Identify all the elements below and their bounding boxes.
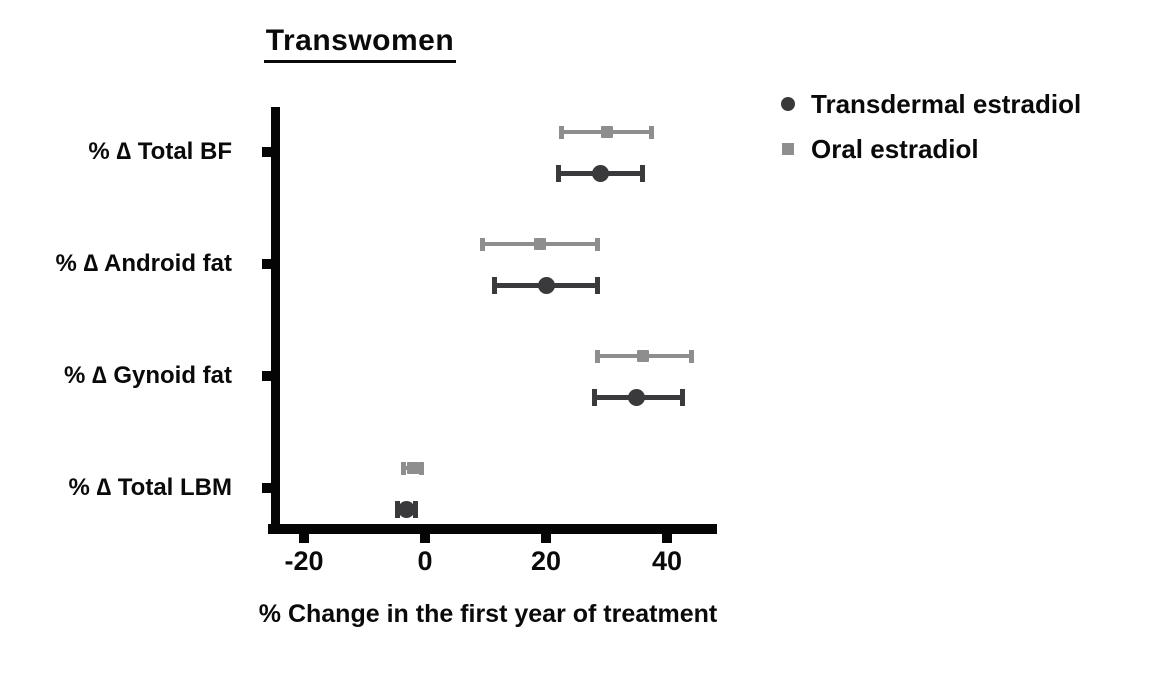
error-bar-cap [555, 164, 561, 182]
x-tick-label: 20 [530, 546, 562, 576]
y-tick [262, 483, 272, 493]
chart-title-text: Transwomen [263, 24, 457, 63]
x-tick [420, 534, 430, 543]
error-bar-cap [492, 276, 498, 294]
square-data-marker [406, 462, 419, 474]
error-bar-cap [594, 237, 600, 251]
category-label: % ∆ Total LBM [68, 474, 232, 501]
error-bar-cap [649, 125, 655, 139]
x-tick [541, 534, 551, 543]
x-axis-line [268, 524, 717, 534]
square-data-marker [533, 238, 546, 250]
circle-data-marker [398, 500, 416, 518]
error-bar-cap [558, 125, 564, 139]
x-tick [662, 534, 672, 543]
legend: Transdermal estradiol Oral estradiol [779, 88, 1082, 164]
error-bar-cap [479, 237, 485, 251]
x-tick-label: 40 [651, 546, 683, 576]
y-tick [262, 371, 272, 381]
error-bar-cap [594, 276, 600, 294]
error-bar-cap [401, 461, 407, 475]
circle-data-marker [591, 164, 609, 182]
error-bar-cap [413, 500, 419, 518]
legend-label-oral: Oral estradiol [811, 133, 979, 164]
square-data-marker [600, 126, 613, 138]
circle-marker-icon [779, 97, 797, 111]
x-tick-label: 0 [417, 546, 433, 576]
circle-data-marker [537, 276, 555, 294]
legend-item-oral: Oral estradiol [779, 133, 1081, 164]
error-bar-cap [679, 388, 685, 406]
legend-item-transdermal: Transdermal estradiol [779, 88, 1082, 119]
error-bar-cap [688, 349, 694, 363]
error-bar-cap [594, 349, 600, 363]
square-data-marker [636, 350, 649, 362]
circle-data-marker [628, 388, 646, 406]
x-axis-label: % Change in the first year of treatment [258, 600, 718, 628]
error-bar-cap [591, 388, 597, 406]
error-bar-cap [419, 461, 425, 475]
error-bar-cap [395, 500, 401, 518]
y-tick [262, 259, 272, 269]
legend-label-transdermal: Transdermal estradiol [811, 88, 1082, 119]
x-tick [299, 534, 309, 543]
category-label: % ∆ Total BF [88, 138, 232, 165]
square-marker-icon [779, 143, 797, 155]
y-axis-line [271, 107, 280, 534]
category-label: % ∆ Gynoid fat [63, 362, 232, 389]
error-bar-cap [640, 164, 646, 182]
y-tick [262, 147, 272, 157]
chart-title: Transwomen [210, 24, 510, 63]
category-label: % ∆ Android fat [55, 250, 232, 277]
x-tick-label: -20 [284, 546, 324, 576]
